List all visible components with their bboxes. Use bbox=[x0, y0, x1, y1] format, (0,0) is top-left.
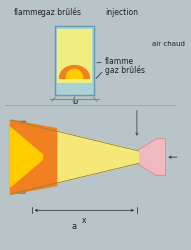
Text: x: x bbox=[82, 216, 87, 225]
Text: a: a bbox=[72, 222, 77, 231]
Polygon shape bbox=[134, 150, 139, 164]
Polygon shape bbox=[66, 69, 83, 78]
Polygon shape bbox=[139, 138, 165, 176]
Bar bbox=[55, 26, 94, 95]
Text: air chaud: air chaud bbox=[152, 41, 185, 47]
Text: injection: injection bbox=[105, 8, 138, 18]
Text: flamme: flamme bbox=[14, 8, 43, 18]
Text: gaz brûlés: gaz brûlés bbox=[41, 8, 81, 18]
Polygon shape bbox=[60, 66, 89, 78]
Polygon shape bbox=[10, 120, 139, 194]
Polygon shape bbox=[10, 128, 42, 187]
Text: gaz brûlés: gaz brûlés bbox=[105, 65, 145, 75]
Text: flamme: flamme bbox=[105, 58, 134, 66]
Bar bbox=[57, 28, 92, 83]
Text: b: b bbox=[72, 97, 77, 106]
Polygon shape bbox=[10, 120, 57, 194]
